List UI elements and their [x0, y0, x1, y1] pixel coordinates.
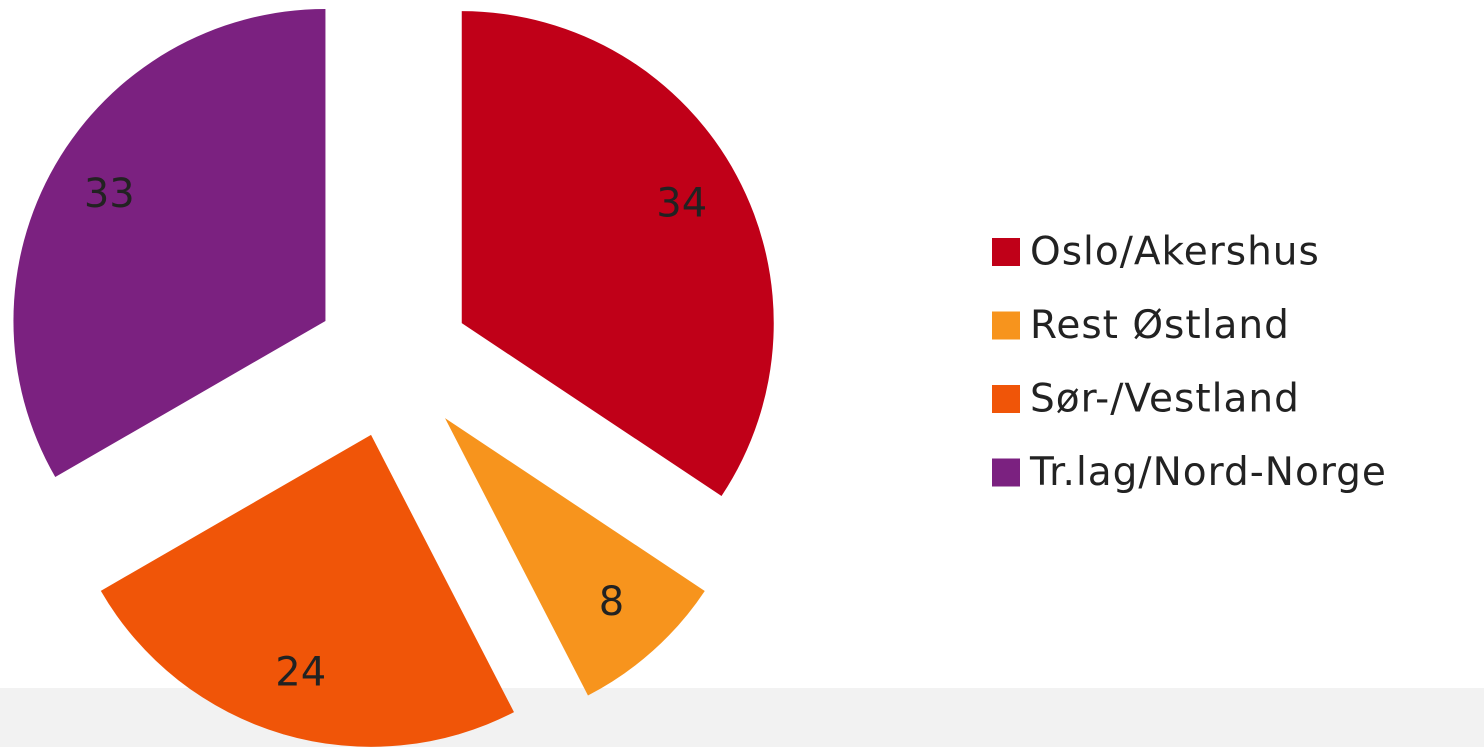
- data-label: 24: [275, 649, 326, 695]
- legend-swatch: [992, 458, 1020, 487]
- legend-swatch: [992, 311, 1020, 340]
- pie-slice: [13, 9, 326, 477]
- legend-swatch: [992, 385, 1020, 413]
- legend-label: Tr.lag/Nord-Norge: [1029, 450, 1387, 495]
- pie-slice: [100, 434, 514, 747]
- pie-slice: [461, 11, 774, 496]
- legend-label: Sør-/Vestland: [1030, 377, 1300, 422]
- legend-label: Rest Østland: [1030, 303, 1290, 348]
- legend-swatch: [992, 238, 1020, 266]
- pie-slice: [445, 418, 705, 696]
- data-label: 8: [599, 579, 624, 625]
- legend-label: Oslo/Akershus: [1030, 230, 1320, 275]
- data-label: 33: [84, 171, 135, 217]
- data-label: 34: [656, 180, 707, 226]
